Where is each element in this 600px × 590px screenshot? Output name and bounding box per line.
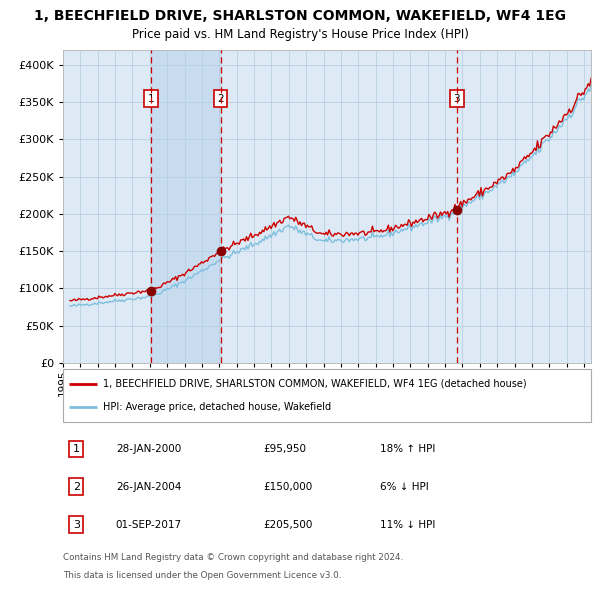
Text: 1: 1: [148, 94, 154, 103]
Bar: [151, 50, 221, 363]
Text: 26-JAN-2004: 26-JAN-2004: [116, 482, 181, 491]
Text: This data is licensed under the Open Government Licence v3.0.: This data is licensed under the Open Gov…: [63, 571, 341, 580]
Text: 1: 1: [73, 444, 80, 454]
Text: 18% ↑ HPI: 18% ↑ HPI: [380, 444, 435, 454]
Text: 1, BEECHFIELD DRIVE, SHARLSTON COMMON, WAKEFIELD, WF4 1EG (detached house): 1, BEECHFIELD DRIVE, SHARLSTON COMMON, W…: [103, 379, 526, 389]
Text: 11% ↓ HPI: 11% ↓ HPI: [380, 520, 435, 529]
Text: 1, BEECHFIELD DRIVE, SHARLSTON COMMON, WAKEFIELD, WF4 1EG: 1, BEECHFIELD DRIVE, SHARLSTON COMMON, W…: [34, 9, 566, 23]
Text: 3: 3: [454, 94, 460, 103]
Text: £95,950: £95,950: [263, 444, 307, 454]
Text: £150,000: £150,000: [263, 482, 313, 491]
Text: 01-SEP-2017: 01-SEP-2017: [116, 520, 182, 529]
Text: 3: 3: [73, 520, 80, 529]
Text: 28-JAN-2000: 28-JAN-2000: [116, 444, 181, 454]
Text: Price paid vs. HM Land Registry's House Price Index (HPI): Price paid vs. HM Land Registry's House …: [131, 28, 469, 41]
Text: Contains HM Land Registry data © Crown copyright and database right 2024.: Contains HM Land Registry data © Crown c…: [63, 553, 403, 562]
Text: 6% ↓ HPI: 6% ↓ HPI: [380, 482, 428, 491]
Text: 2: 2: [73, 482, 80, 491]
Text: £205,500: £205,500: [263, 520, 313, 529]
Text: 2: 2: [217, 94, 224, 103]
Text: HPI: Average price, detached house, Wakefield: HPI: Average price, detached house, Wake…: [103, 402, 331, 412]
